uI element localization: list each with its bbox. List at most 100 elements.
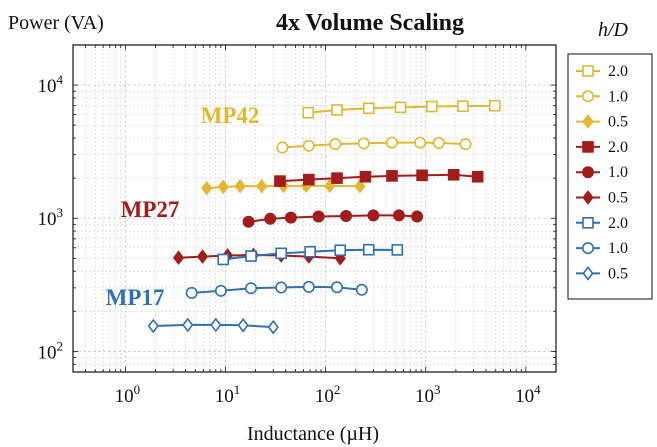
legend-label: 2.0 <box>608 139 628 156</box>
data-point <box>217 253 230 266</box>
y-tick-label: 104 <box>38 72 64 97</box>
tick-labels: 100 101 102 103 104 102 103 104 <box>38 72 542 407</box>
series-mp42-1_0 <box>276 136 472 154</box>
legend-title: h/D <box>598 19 629 41</box>
data-point <box>426 100 438 113</box>
data-point <box>329 138 342 151</box>
data-point <box>354 178 366 194</box>
data-point <box>234 178 246 194</box>
data-point <box>264 212 277 225</box>
data-point <box>201 180 213 196</box>
data-point <box>385 136 398 149</box>
legend-item: 1.0 <box>576 88 628 105</box>
legend-marker <box>582 266 594 281</box>
legend: 2.0 1.0 0.5 2.0 1.0 0.5 2.0 1.0 0.5 <box>567 53 653 300</box>
group-label-mp42: MP42 <box>201 103 260 128</box>
legend-label: 2.0 <box>608 215 628 232</box>
data-point <box>447 168 460 181</box>
data-point <box>302 106 314 119</box>
legend-marker <box>581 90 594 103</box>
data-point <box>471 170 484 183</box>
axis-ticks <box>72 44 557 373</box>
legend-marker <box>581 166 594 179</box>
x-tick-label: 103 <box>415 382 441 407</box>
legend-marker <box>582 141 594 153</box>
data-point <box>275 281 288 294</box>
data-point <box>147 318 159 334</box>
legend-marker <box>581 242 594 255</box>
data-point <box>245 282 258 295</box>
data-point <box>411 210 424 223</box>
data-point <box>457 100 469 112</box>
data-point <box>359 170 372 183</box>
legend-item: 2.0 <box>576 139 628 156</box>
data-point <box>312 210 325 223</box>
data-point <box>391 244 404 256</box>
legend-item: 2.0 <box>576 215 628 232</box>
legend-label: 0.5 <box>608 114 628 131</box>
x-tick-label: 102 <box>315 382 341 407</box>
legend-marker <box>582 190 594 205</box>
legend-label: 0.5 <box>608 190 628 207</box>
x-tick-label: 100 <box>115 382 141 407</box>
data-point <box>392 209 405 222</box>
data-point <box>302 280 315 293</box>
data-point <box>367 209 380 222</box>
series-mp27-2_0 <box>274 168 484 187</box>
plot-frame <box>72 44 557 373</box>
y-tick-label: 102 <box>38 338 64 363</box>
data-point <box>489 99 501 112</box>
group-label-mp27: MP27 <box>121 197 180 222</box>
data-point <box>355 283 368 296</box>
data-point <box>267 319 279 335</box>
data-point <box>432 136 445 149</box>
data-point <box>331 172 343 184</box>
legend-box <box>567 53 653 300</box>
legend-item: 1.0 <box>576 240 628 257</box>
data-point <box>394 101 407 114</box>
legend-label: 1.0 <box>608 240 628 257</box>
chart-title: 4x Volume Scaling <box>276 10 464 36</box>
data-point <box>357 137 370 150</box>
legend-item: 0.5 <box>576 114 628 131</box>
data-point <box>331 281 344 294</box>
x-tick-label: 101 <box>215 382 241 407</box>
legend-label: 1.0 <box>608 164 628 181</box>
data-point <box>196 249 209 264</box>
legend-item: 2.0 <box>576 63 628 80</box>
data-point <box>284 211 297 224</box>
data-point <box>217 179 229 195</box>
x-tick-label: 104 <box>515 382 541 407</box>
data-point <box>182 317 194 333</box>
data-point <box>340 209 353 222</box>
data-point <box>414 136 427 149</box>
data-point <box>172 250 185 266</box>
data-point <box>334 250 346 266</box>
data-point <box>459 138 472 151</box>
y-tick-label: 103 <box>38 205 64 230</box>
data-point <box>362 102 375 115</box>
data-point <box>242 215 255 228</box>
data-point <box>256 178 268 194</box>
series-mp17-2_0 <box>217 243 404 266</box>
legend-item: 0.5 <box>576 190 628 207</box>
legend-marker <box>582 114 594 129</box>
legend-marker <box>582 217 594 229</box>
y-axis-label: Power (VA) <box>8 12 104 34</box>
data-point <box>185 286 198 299</box>
data-point <box>386 170 398 182</box>
data-point <box>276 141 289 154</box>
legend-label: 2.0 <box>608 63 628 80</box>
group-label-mp17: MP17 <box>106 285 165 310</box>
legend-marker <box>582 65 594 77</box>
data-point <box>416 169 428 182</box>
series-mp17-1_0 <box>185 280 368 299</box>
data-point <box>304 245 316 258</box>
data-point <box>214 284 227 297</box>
data-point <box>302 139 315 152</box>
data-point <box>237 317 249 333</box>
grid <box>72 44 557 373</box>
data-point <box>303 173 315 186</box>
data-point <box>275 247 287 260</box>
